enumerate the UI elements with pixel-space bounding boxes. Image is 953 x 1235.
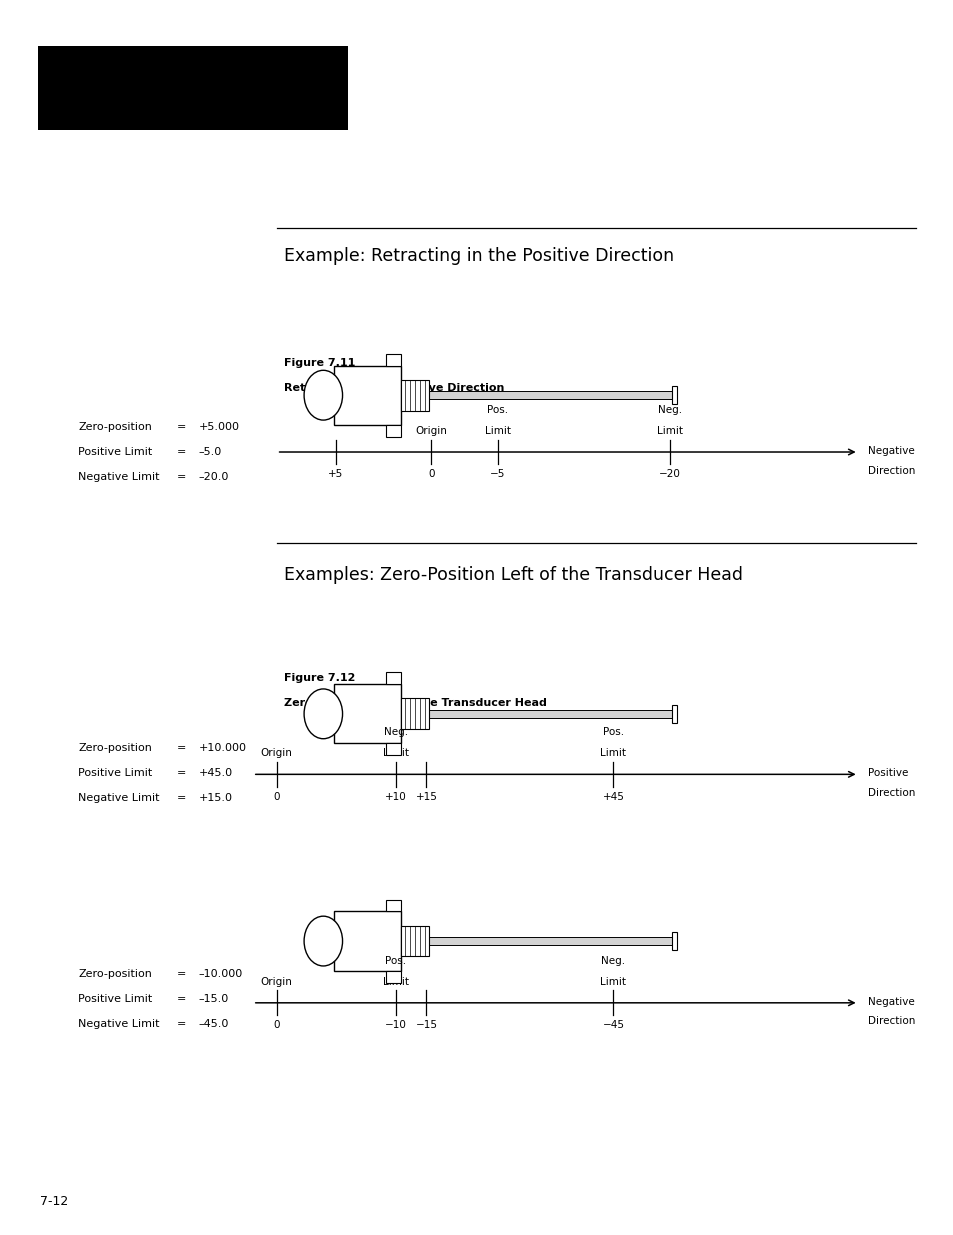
Text: –15.0: –15.0	[198, 994, 229, 1004]
Text: −5: −5	[490, 469, 505, 479]
Text: =: =	[176, 969, 186, 979]
Text: =: =	[176, 793, 186, 803]
Text: 0: 0	[274, 1020, 279, 1030]
Bar	[400, 699, 429, 729]
Bar	[38, 46, 348, 130]
Text: −45: −45	[601, 1020, 624, 1030]
Circle shape	[304, 916, 342, 966]
Text: Zero-position: Zero-position	[78, 969, 152, 979]
Text: Formatting Module Data (WRITES): Formatting Module Data (WRITES)	[51, 93, 309, 106]
Text: +10: +10	[385, 792, 406, 802]
Text: Direction: Direction	[867, 788, 915, 798]
Bar	[671, 387, 677, 404]
Text: Negative Limit: Negative Limit	[78, 793, 159, 803]
Text: =: =	[176, 422, 186, 432]
Text: Limit: Limit	[656, 426, 682, 436]
Text: Positive Limit: Positive Limit	[78, 768, 152, 778]
Circle shape	[304, 370, 342, 420]
Text: Origin: Origin	[260, 748, 293, 758]
Text: Examples: Zero-Position Left of the Transducer Head: Examples: Zero-Position Left of the Tran…	[284, 566, 742, 584]
Text: Pos.: Pos.	[385, 956, 406, 966]
Text: Limit: Limit	[599, 748, 626, 758]
Text: Positive Limit: Positive Limit	[78, 447, 152, 457]
Bar	[400, 380, 429, 410]
Bar	[671, 932, 677, 950]
Text: Positive Limit: Positive Limit	[78, 994, 152, 1004]
Bar	[386, 672, 400, 684]
Text: Retracting in the Positive Direction: Retracting in the Positive Direction	[284, 383, 504, 393]
Text: Limit: Limit	[599, 977, 626, 987]
Text: Negative Limit: Negative Limit	[78, 472, 159, 482]
Text: =: =	[176, 447, 186, 457]
Text: =: =	[176, 1019, 186, 1029]
Circle shape	[304, 689, 342, 739]
Text: −20: −20	[659, 469, 679, 479]
Text: =: =	[176, 994, 186, 1004]
Text: Limit: Limit	[382, 977, 409, 987]
Text: =: =	[176, 472, 186, 482]
Text: Zero-position: Zero-position	[78, 422, 152, 432]
Text: =: =	[176, 743, 186, 753]
Bar	[386, 425, 400, 437]
Text: Limit: Limit	[382, 748, 409, 758]
Text: 0: 0	[274, 792, 279, 802]
Text: 7-12: 7-12	[40, 1194, 69, 1208]
Text: Example: Retracting in the Positive Direction: Example: Retracting in the Positive Dire…	[284, 247, 674, 266]
Text: Negative: Negative	[867, 446, 914, 456]
Text: Origin: Origin	[415, 426, 447, 436]
Text: Neg.: Neg.	[657, 405, 681, 415]
Text: +45.0: +45.0	[198, 768, 233, 778]
Bar	[429, 710, 677, 718]
Text: +15.0: +15.0	[198, 793, 233, 803]
Text: 0: 0	[428, 469, 434, 479]
Text: Positive: Positive	[867, 768, 907, 778]
Text: Zero-Position Left of the Transducer Head: Zero-Position Left of the Transducer Hea…	[284, 698, 547, 708]
Text: +15: +15	[416, 792, 436, 802]
Text: Direction: Direction	[867, 1016, 915, 1026]
Bar	[334, 911, 400, 971]
Text: +45: +45	[602, 792, 623, 802]
Text: Chapter 7: Chapter 7	[51, 58, 125, 72]
Text: Neg.: Neg.	[600, 956, 625, 966]
Text: Direction: Direction	[867, 466, 915, 475]
Text: Negative Limit: Negative Limit	[78, 1019, 159, 1029]
Bar	[386, 971, 400, 983]
Text: −10: −10	[385, 1020, 406, 1030]
Text: Neg.: Neg.	[383, 727, 408, 737]
Text: Figure 7.11: Figure 7.11	[284, 358, 355, 368]
Text: –45.0: –45.0	[198, 1019, 229, 1029]
Text: Zero-position: Zero-position	[78, 743, 152, 753]
Bar	[334, 366, 400, 425]
Bar	[334, 684, 400, 743]
Text: −15: −15	[415, 1020, 437, 1030]
Bar	[400, 926, 429, 956]
Bar	[429, 391, 677, 399]
Bar	[429, 937, 677, 945]
Text: Origin: Origin	[260, 977, 293, 987]
Bar	[386, 899, 400, 911]
Text: +5.000: +5.000	[198, 422, 239, 432]
Text: +10.000: +10.000	[198, 743, 246, 753]
Bar	[671, 705, 677, 722]
Bar	[386, 353, 400, 366]
Bar	[386, 743, 400, 756]
Text: –20.0: –20.0	[198, 472, 229, 482]
Text: Figure 7.12: Figure 7.12	[284, 673, 355, 683]
Text: –5.0: –5.0	[198, 447, 221, 457]
Text: =: =	[176, 768, 186, 778]
Text: +5: +5	[328, 469, 343, 479]
Text: Pos.: Pos.	[602, 727, 623, 737]
Text: Limit: Limit	[484, 426, 511, 436]
Text: Negative: Negative	[867, 997, 914, 1007]
Text: Pos.: Pos.	[487, 405, 508, 415]
Text: –10.000: –10.000	[198, 969, 242, 979]
